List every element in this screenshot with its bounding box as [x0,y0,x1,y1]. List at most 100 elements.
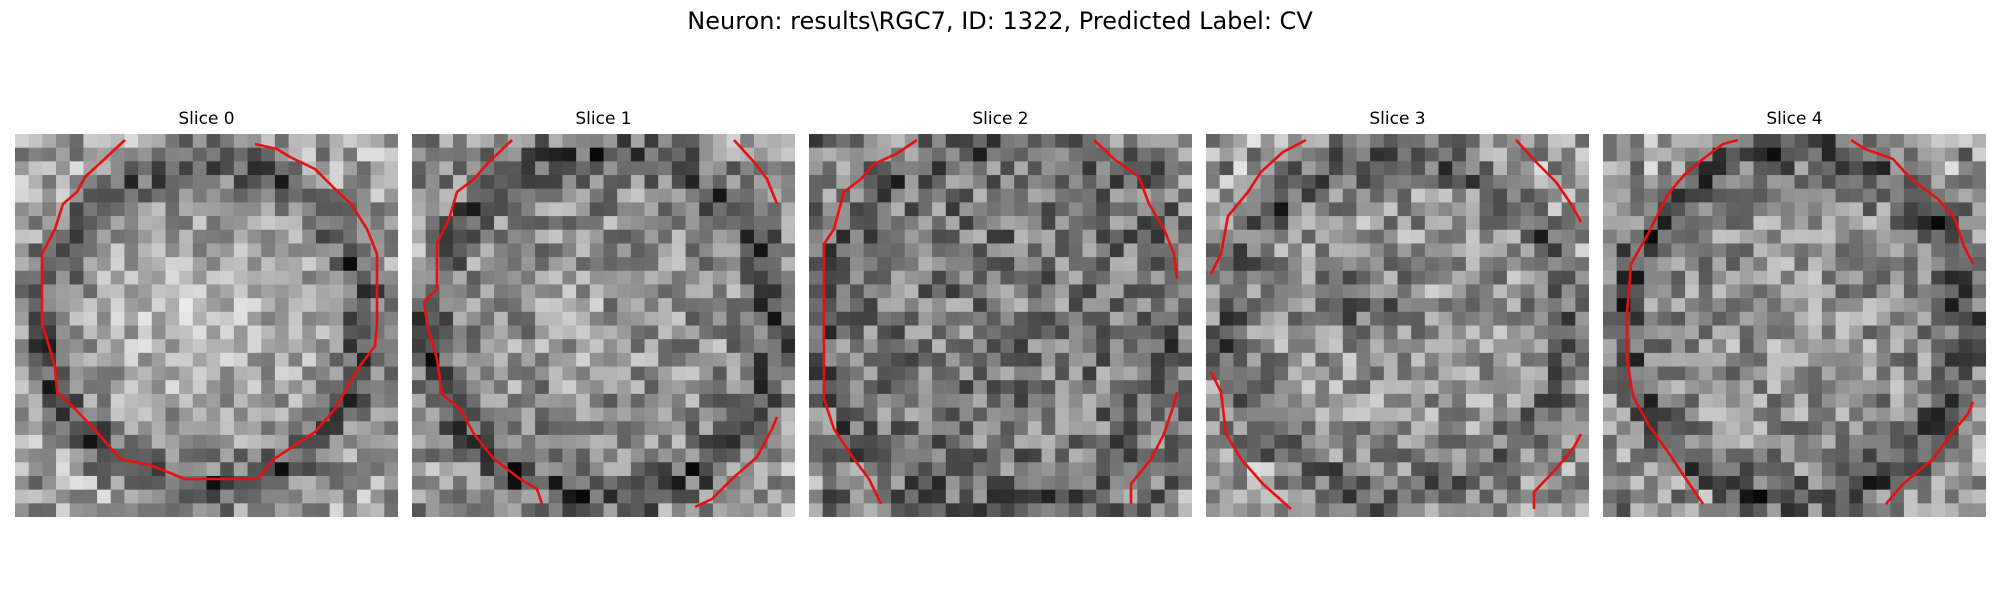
pixel-cell [1383,188,1399,203]
pixel-cell [28,421,43,436]
pixel-cell [891,489,906,504]
pixel-cell [192,298,208,313]
pixel-cell [1616,434,1631,450]
pixel-cell [1917,462,1932,477]
pixel-cell [535,134,550,149]
pixel-cell [1123,270,1138,286]
pixel-cell [1219,284,1234,299]
pixel-cell [1685,475,1700,491]
pixel-cell [110,161,126,176]
pixel-cell [1958,161,1973,176]
pixel-cell [1944,352,1960,368]
pixel-cell [1534,393,1549,409]
pixel-cell [1096,216,1111,231]
pixel-cell [1233,325,1248,340]
pixel-cell [1274,448,1289,463]
pixel-cell [83,503,98,517]
pixel-cell [1876,325,1891,340]
pixel-cell [1726,202,1741,217]
pixel-cell [439,366,454,381]
pixel-cell [1944,229,1960,245]
pixel-cell [151,352,167,368]
pixel-cell [1493,284,1508,299]
pixel-cell [932,243,947,258]
pixel-cell [712,175,728,190]
pixel-cell [1164,475,1179,491]
pixel-cell [589,175,605,190]
pixel-cell [1479,366,1494,381]
pixel-cell [1835,434,1850,450]
pixel-cell [1027,134,1043,149]
pixel-cell [15,147,30,162]
pixel-cell [644,489,659,504]
pixel-cell [1931,489,1946,504]
pixel-cell [1506,257,1522,272]
pixel-cell [1465,489,1481,504]
pixel-cell [343,298,358,313]
pixel-cell [1041,202,1056,217]
pixel-cell [535,475,550,491]
pixel-cell [233,298,249,313]
pixel-cell [507,503,523,517]
pixel-cell [712,380,728,395]
pixel-cell [1917,147,1932,162]
pixel-cell [1903,407,1919,422]
pixel-cell [1137,421,1152,436]
pixel-cell [370,462,385,477]
pixel-cell [233,421,249,436]
pixel-cell [1972,325,1986,340]
pixel-cell [69,352,84,368]
pixel-cell [507,311,523,327]
pixel-cell [1370,298,1385,313]
pixel-cell [1547,270,1563,286]
pixel-cell [1452,407,1467,422]
pixel-cell [1356,407,1371,422]
pixel-cell [850,257,865,272]
pixel-cell [1890,503,1905,517]
pixel-cell [1411,407,1426,422]
pixel-cell [1370,366,1385,381]
pixel-cell [753,243,769,258]
pixel-cell [973,448,988,463]
pixel-cell [521,175,536,190]
pixel-cell [1780,503,1796,517]
pixel-cell [1041,298,1056,313]
pixel-cell [904,161,920,176]
pixel-cell [904,147,920,162]
pixel-cell [302,257,317,272]
pixel-cell [1849,284,1864,299]
pixel-cell [986,462,1002,477]
pixel-cell [56,393,71,409]
pixel-cell [83,393,98,409]
pixel-cell [576,421,591,436]
pixel-cell [1150,380,1166,395]
pixel-cell [124,311,139,327]
pixel-cell [1109,352,1125,368]
pixel-cell [891,421,906,436]
pixel-cell [699,134,714,149]
pixel-cell [165,393,180,409]
pixel-cell [42,421,57,436]
pixel-cell [42,270,57,286]
pixel-cell [1438,298,1453,313]
pixel-cell [97,243,112,258]
pixel-cell [685,229,700,245]
pixel-cell [329,421,344,436]
pixel-cell [1178,134,1192,149]
pixel-cell [165,366,180,381]
pixel-cell [1068,216,1084,231]
pixel-cell [1780,448,1796,463]
pixel-cell [1055,475,1070,491]
pixel-cell [247,175,262,190]
pixel-cell [1849,229,1864,245]
pixel-cell [836,298,851,313]
pixel-cell [1835,407,1850,422]
pixel-cell [1055,462,1070,477]
pixel-cell [1712,325,1727,340]
pixel-cell [1821,243,1837,258]
pixel-cell [1438,188,1453,203]
pixel-cell [1479,325,1494,340]
pixel-cell [1315,161,1330,176]
pixel-cell [1753,407,1768,422]
pixel-cell [1397,407,1412,422]
